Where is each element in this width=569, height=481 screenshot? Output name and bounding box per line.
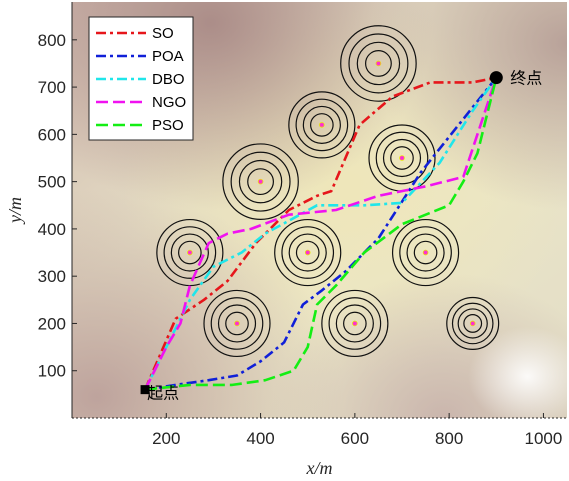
obstacle-ring bbox=[446, 296, 500, 350]
start-marker bbox=[140, 385, 150, 395]
obstacle-ring bbox=[382, 138, 422, 178]
obstacle-ring bbox=[335, 304, 374, 343]
obstacle-center bbox=[375, 60, 382, 67]
legend: SO POA DBO NGO PSO bbox=[88, 16, 194, 141]
obstacle-ring bbox=[413, 240, 438, 265]
legend-entry-ngo: NGO bbox=[152, 94, 186, 111]
obstacle-ring bbox=[302, 105, 341, 144]
y-tick-label: 800 bbox=[38, 31, 66, 50]
legend-entry-pso: PSO bbox=[152, 117, 184, 134]
x-tick-label: 400 bbox=[246, 429, 274, 448]
obstacle-center bbox=[399, 155, 405, 161]
obstacle-center bbox=[234, 320, 240, 327]
obstacle-ring bbox=[295, 98, 349, 152]
obstacle-ring bbox=[210, 297, 264, 350]
series-line-poa bbox=[144, 76, 498, 391]
legend-entry-so: SO bbox=[152, 25, 174, 42]
obstacle-ring bbox=[340, 25, 417, 102]
obstacle-ring bbox=[406, 233, 445, 272]
axes-frame bbox=[71, 2, 567, 419]
obstacle-center bbox=[352, 320, 358, 327]
y-tick-label: 200 bbox=[38, 314, 66, 333]
obstacle bbox=[340, 25, 417, 102]
obstacle-ring bbox=[247, 168, 274, 196]
obstacle bbox=[274, 218, 342, 287]
y-tick-label: 500 bbox=[38, 173, 66, 192]
obstacle-ring bbox=[390, 146, 414, 170]
obstacle bbox=[288, 91, 356, 159]
markers-layer: 起点 终点 bbox=[140, 69, 542, 403]
obstacle-ring bbox=[288, 233, 327, 272]
obstacle-ring bbox=[295, 240, 320, 265]
x-tick-label: 200 bbox=[152, 429, 180, 448]
obstacle bbox=[391, 218, 460, 287]
obstacle-center bbox=[257, 178, 264, 185]
obstacle-ring bbox=[391, 218, 460, 287]
obstacle-center bbox=[469, 320, 476, 327]
y-tick-label: 600 bbox=[38, 125, 66, 144]
obstacle-ring bbox=[203, 289, 271, 358]
x-tick-label: 1000 bbox=[525, 429, 563, 448]
obstacle-ring bbox=[457, 308, 488, 339]
x-tick-label: 600 bbox=[341, 429, 369, 448]
obstacle-ring bbox=[463, 314, 483, 333]
end-label: 终点 bbox=[510, 69, 542, 88]
obstacle-ring bbox=[348, 33, 409, 94]
end-marker bbox=[489, 71, 503, 85]
obstacle-center bbox=[422, 249, 429, 256]
obstacle-ring bbox=[217, 304, 257, 343]
y-tick-label: 700 bbox=[38, 78, 66, 97]
obstacle-center bbox=[187, 249, 193, 256]
obstacle-ring bbox=[170, 233, 209, 272]
obstacle-ring bbox=[375, 131, 429, 185]
obstacle bbox=[156, 218, 224, 287]
series-line-ngo bbox=[143, 77, 498, 391]
obstacle-ring bbox=[310, 113, 334, 137]
obstacle-ring bbox=[356, 41, 401, 86]
y-axis-label: y/m bbox=[5, 197, 25, 225]
x-tick-label: 800 bbox=[435, 429, 463, 448]
obstacle-ring bbox=[274, 218, 342, 287]
obstacle-ring bbox=[222, 143, 299, 220]
obstacle bbox=[222, 143, 299, 220]
obstacle-ring bbox=[238, 159, 283, 204]
ticks-layer: 200 400 600 800 1000 100 200 300 400 500 600 700 800 bbox=[38, 31, 563, 448]
obstacle-ring bbox=[343, 311, 367, 336]
obstacle-ring bbox=[225, 311, 249, 336]
obstacle-center bbox=[319, 122, 325, 128]
y-tick-label: 300 bbox=[38, 267, 66, 286]
obstacle-ring bbox=[328, 297, 382, 350]
series-line-dbo bbox=[143, 76, 498, 391]
obstacle-ring bbox=[156, 218, 224, 287]
obstacle-ring bbox=[230, 151, 291, 212]
obstacle bbox=[446, 296, 500, 350]
obstacle-center bbox=[304, 249, 311, 256]
obstacle-ring bbox=[288, 91, 356, 159]
obstacle-ring bbox=[321, 289, 389, 358]
obstacle-ring bbox=[451, 302, 494, 345]
x-axis-label: x/m bbox=[306, 458, 333, 478]
obstacle bbox=[321, 289, 389, 358]
start-label: 起点 bbox=[147, 384, 179, 403]
legend-entry-dbo: DBO bbox=[152, 71, 185, 88]
obstacle-ring bbox=[399, 226, 452, 279]
obstacle-ring bbox=[281, 226, 335, 279]
obstacle-ring bbox=[163, 226, 217, 279]
obstacles-layer bbox=[156, 25, 500, 358]
y-tick-label: 400 bbox=[38, 220, 66, 239]
series-layer bbox=[143, 76, 498, 391]
legend-entry-poa: POA bbox=[152, 48, 184, 65]
obstacle bbox=[203, 289, 271, 358]
series-line-so bbox=[143, 76, 497, 391]
obstacle-ring bbox=[365, 50, 392, 77]
y-tick-label: 100 bbox=[38, 362, 66, 381]
series-line-pso bbox=[144, 77, 498, 391]
obstacle-ring bbox=[178, 240, 202, 265]
terrain-background bbox=[72, 2, 567, 418]
